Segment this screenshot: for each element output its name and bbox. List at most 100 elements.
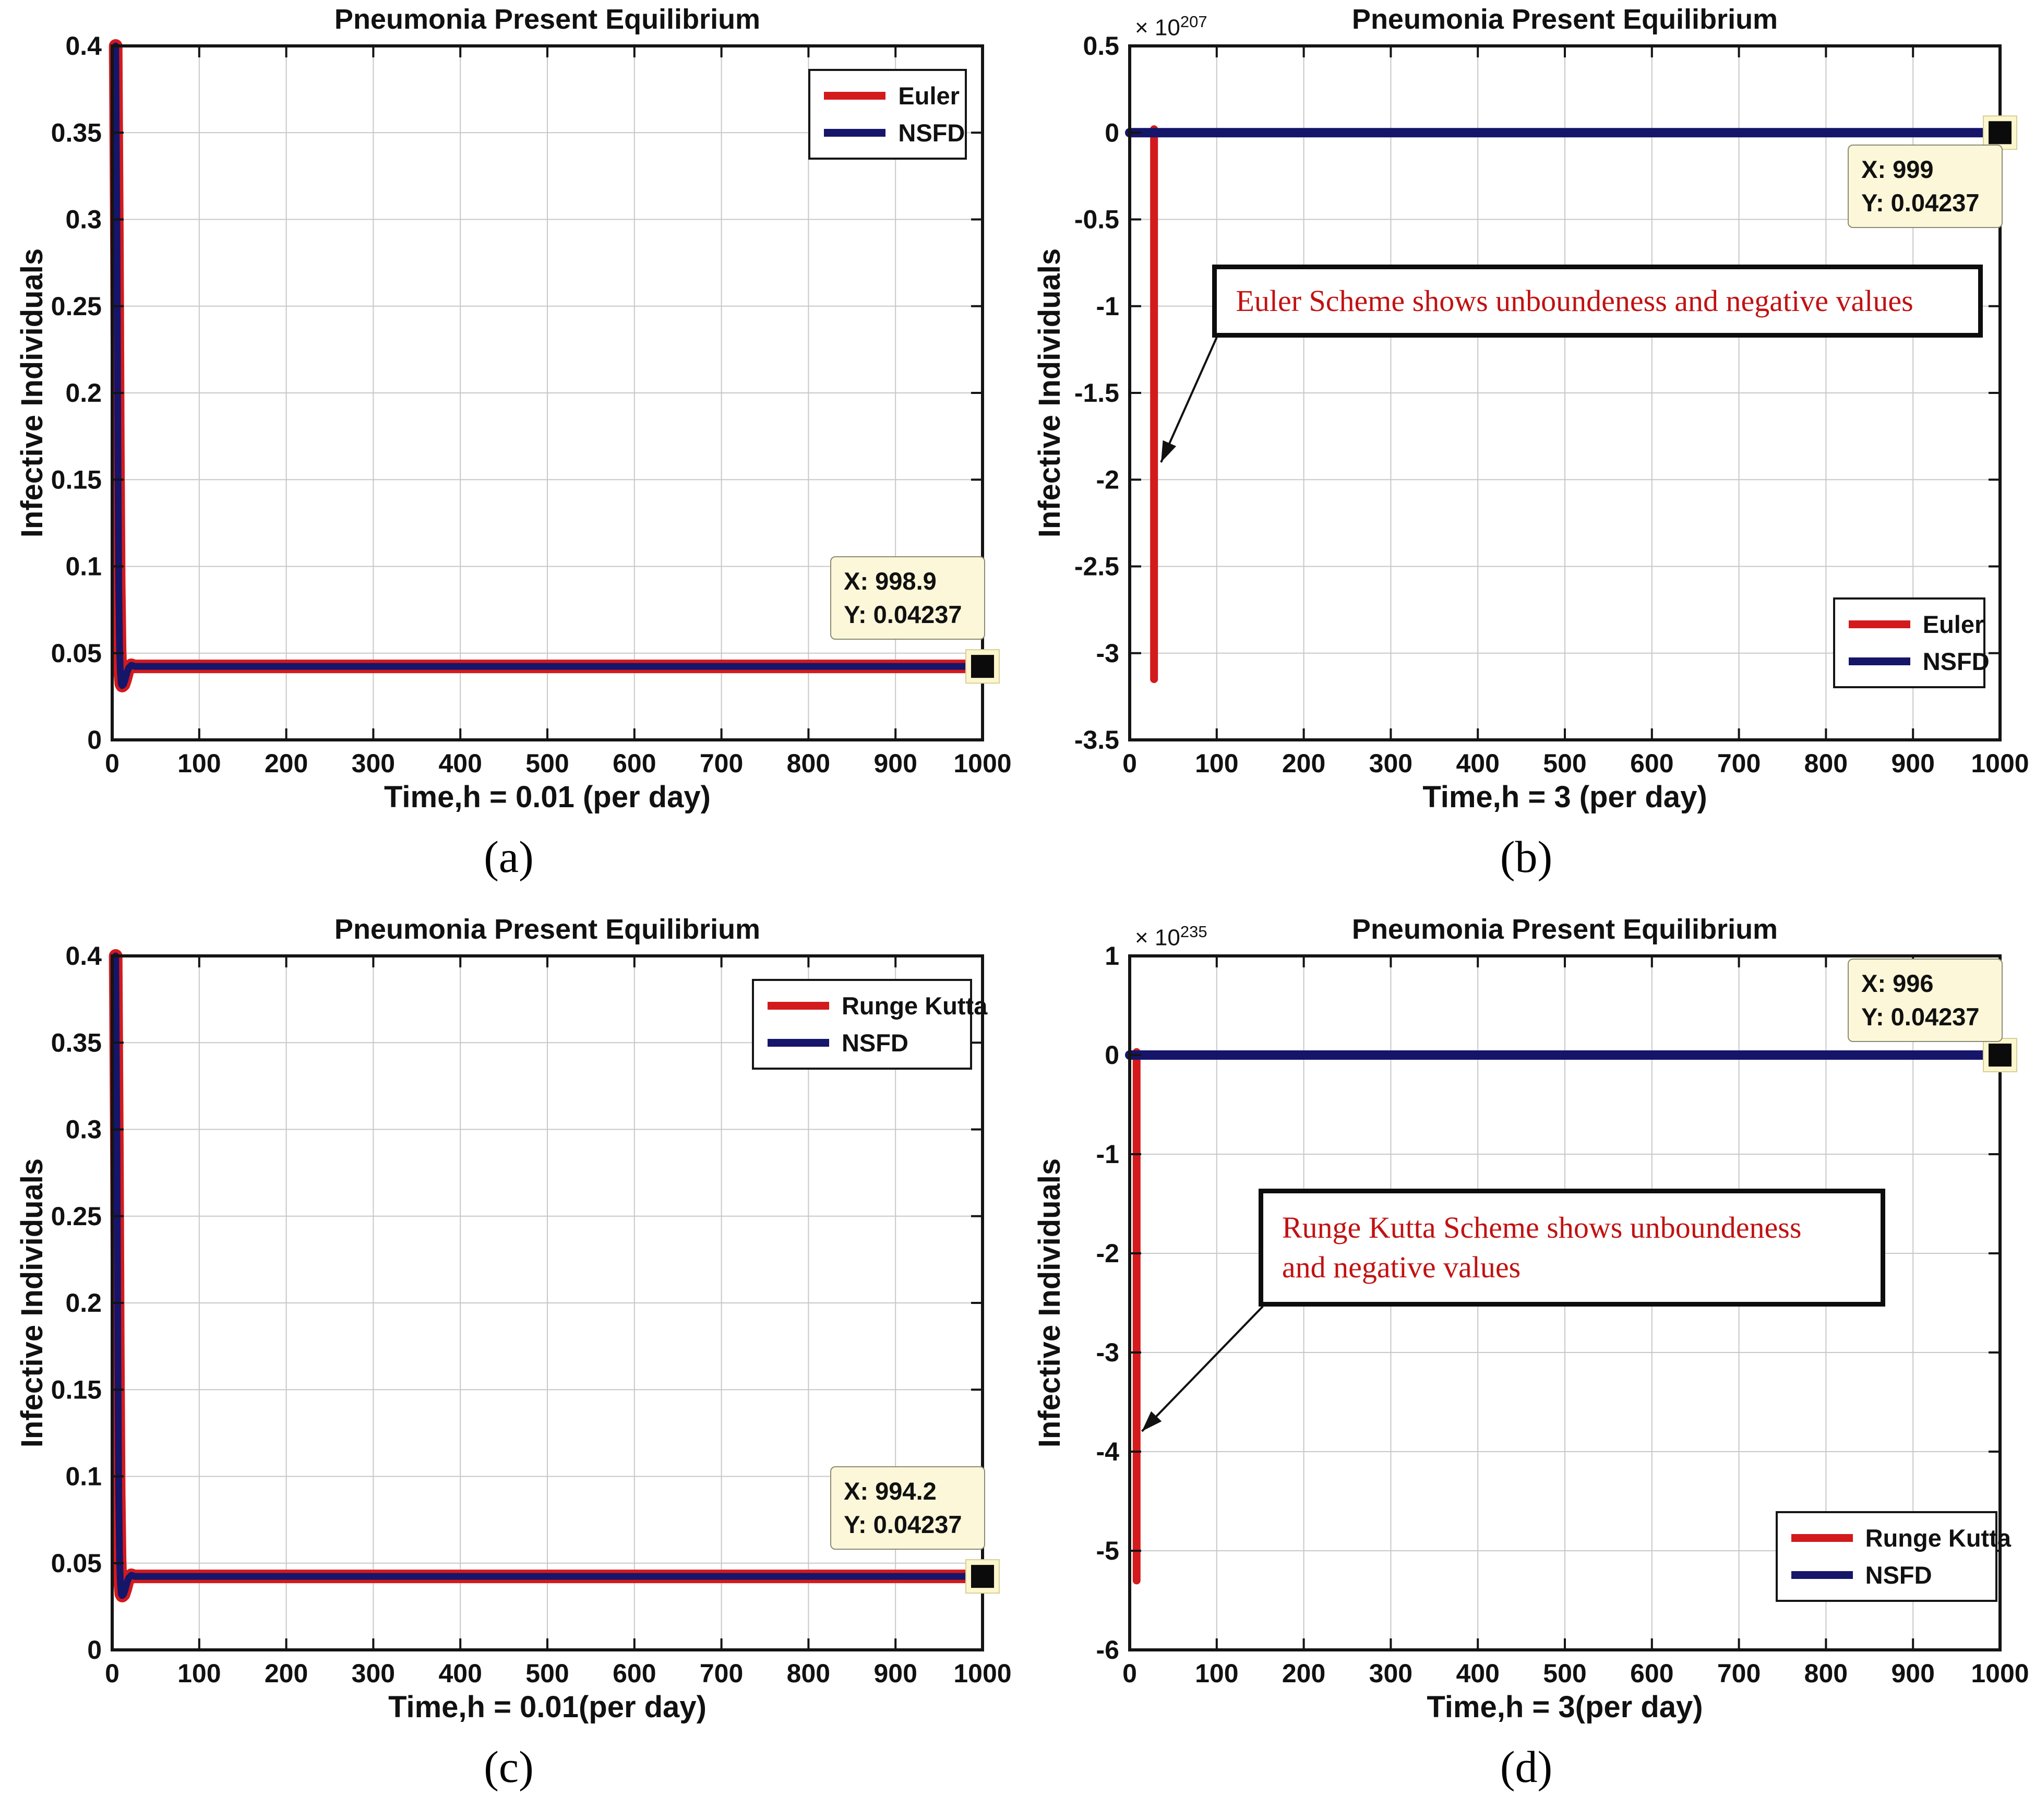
axes-frame bbox=[1128, 954, 2002, 1651]
x-tick-label: 1000 bbox=[1971, 749, 2029, 778]
y-tick-label: 0.5 bbox=[1083, 31, 1119, 61]
tick-marks bbox=[1129, 45, 2001, 741]
y-axis-label: Infective Individuals bbox=[15, 1158, 49, 1448]
y-tick-label: -5 bbox=[1096, 1536, 1119, 1565]
datatip-y-value: Y: 0.04237 bbox=[844, 600, 962, 628]
x-tick-label: 800 bbox=[787, 749, 830, 778]
plot-svg-d: 0 100 200 300 400 500 600 700 800 900 1000 1 0 -1 -2 -3… bbox=[1096, 941, 2029, 1688]
legend-label: Euler bbox=[1922, 610, 1984, 639]
x-tick-label: 800 bbox=[787, 1659, 830, 1688]
x-tick-label: 900 bbox=[873, 1659, 917, 1688]
y-tick-label: -3 bbox=[1096, 1338, 1119, 1367]
tick-labels: 0 100 200 300 400 500 600 700 800 900 1000 0.5 0 -0.5… bbox=[1074, 31, 2029, 778]
legend-swatch-nsfd bbox=[767, 1038, 829, 1047]
datatip-x-value: X: 998.9 bbox=[844, 567, 937, 595]
y-tick-label: 0.25 bbox=[51, 1202, 102, 1231]
y-tick-label: -4 bbox=[1096, 1437, 1120, 1466]
legend: Runge Kutta NSFD bbox=[1775, 1511, 2011, 1602]
end-marker bbox=[1989, 1044, 2012, 1067]
chart-title: Pneumonia Present Equilibrium bbox=[334, 914, 761, 945]
legend-label: Euler bbox=[898, 81, 960, 110]
y-axis-multiplier: × 10207 bbox=[1135, 13, 1207, 41]
axes-frame bbox=[111, 954, 984, 1651]
axes-frame bbox=[1128, 44, 2002, 741]
datatip-x-value: X: 994.2 bbox=[844, 1477, 937, 1505]
y-tick-label: 0.35 bbox=[51, 1028, 102, 1057]
y-tick-label: 0.3 bbox=[65, 1115, 102, 1144]
y-tick-label: 0.2 bbox=[65, 1288, 102, 1318]
annotation-line: Runge Kutta Scheme shows unboundeness bbox=[1282, 1210, 1802, 1244]
y-tick-label: 0.15 bbox=[51, 465, 102, 494]
x-tick-label: 700 bbox=[1717, 1659, 1761, 1688]
x-tick-label: 1000 bbox=[1971, 1659, 2029, 1688]
annotation-box: Euler Scheme shows unboundeness and nega… bbox=[1212, 264, 1983, 338]
x-axis-label: Time,h = 0.01 (per day) bbox=[384, 780, 711, 814]
x-tick-label: 400 bbox=[438, 749, 482, 778]
x-tick-label: 900 bbox=[1891, 749, 1934, 778]
x-tick-label: 200 bbox=[1282, 749, 1325, 778]
x-tick-label: 300 bbox=[352, 749, 395, 778]
legend-label: NSFD bbox=[841, 1028, 908, 1057]
legend-swatch-euler bbox=[824, 91, 886, 100]
annotation-arrow bbox=[1160, 337, 1218, 463]
x-tick-label: 700 bbox=[1717, 749, 1761, 778]
series-nsfd bbox=[112, 42, 986, 689]
y-tick-label: 0.4 bbox=[65, 31, 102, 61]
x-tick-label: 500 bbox=[525, 1659, 569, 1688]
y-tick-label: 0.25 bbox=[51, 292, 102, 321]
y-tick-label: 0.1 bbox=[65, 552, 102, 581]
end-marker bbox=[971, 655, 994, 678]
y-tick-label: 0 bbox=[87, 725, 102, 755]
panel-caption: (c) bbox=[484, 1742, 534, 1792]
y-tick-label: 0.1 bbox=[65, 1462, 102, 1491]
y-tick-label: 0 bbox=[1105, 118, 1119, 147]
y-tick-label: 0.05 bbox=[51, 639, 102, 668]
panel-caption: (b) bbox=[1500, 832, 1553, 882]
datatip-y-value: Y: 0.04237 bbox=[1861, 1003, 1980, 1031]
legend-item: NSFD bbox=[1778, 1556, 1995, 1594]
legend-label: Runge Kutta bbox=[1865, 1524, 2012, 1552]
x-tick-label: 300 bbox=[352, 1659, 395, 1688]
datatip-x-value: X: 996 bbox=[1861, 969, 1934, 998]
multiplier-exponent: 235 bbox=[1180, 923, 1207, 941]
legend: Runge Kutta NSFD bbox=[751, 978, 987, 1070]
x-tick-label: 100 bbox=[1195, 749, 1238, 778]
legend-swatch-euler bbox=[1848, 620, 1910, 629]
x-tick-label: 300 bbox=[1369, 1659, 1412, 1688]
datatip: X: 999 Y: 0.04237 bbox=[1848, 144, 2003, 228]
y-tick-label: 1 bbox=[1105, 941, 1119, 971]
y-tick-label: -1 bbox=[1096, 1140, 1119, 1169]
datatip-x-value: X: 999 bbox=[1861, 155, 1934, 183]
y-tick-label: -2.5 bbox=[1074, 552, 1119, 581]
x-tick-label: 900 bbox=[1891, 1659, 1934, 1688]
chart-title: Pneumonia Present Equilibrium bbox=[1351, 4, 1778, 35]
x-tick-label: 200 bbox=[265, 749, 308, 778]
y-axis-multiplier: × 10235 bbox=[1135, 923, 1207, 951]
end-marker bbox=[1989, 121, 2012, 145]
annotation-line: Euler Scheme shows unboundeness and nega… bbox=[1236, 283, 1913, 318]
x-tick-label: 100 bbox=[1195, 1659, 1238, 1688]
annotation-arrow bbox=[1141, 1306, 1264, 1432]
x-axis-label: Time,h = 0.01(per day) bbox=[388, 1690, 707, 1724]
multiplier-exponent: 207 bbox=[1180, 13, 1207, 31]
legend: Euler NSFD bbox=[1833, 597, 1990, 689]
panel-a: 0 100 200 300 400 500 600 700 800 900 1000 0 0.05 0.1… bbox=[0, 0, 1018, 910]
x-tick-label: 700 bbox=[700, 1659, 743, 1688]
x-tick-label: 900 bbox=[873, 749, 917, 778]
x-tick-label: 600 bbox=[613, 1659, 656, 1688]
plot-svg-c: 0 100 200 300 400 500 600 700 800 900 1000 0 0.05 0.1… bbox=[51, 941, 1012, 1688]
panel-caption: (a) bbox=[484, 832, 534, 882]
x-tick-label: 0 bbox=[105, 749, 119, 778]
x-tick-label: 600 bbox=[613, 749, 656, 778]
x-axis-label: Time,h = 3 (per day) bbox=[1422, 780, 1707, 814]
datatip: X: 998.9 Y: 0.04237 bbox=[830, 556, 985, 640]
x-tick-label: 1000 bbox=[953, 1659, 1011, 1688]
x-tick-label: 200 bbox=[265, 1659, 308, 1688]
legend-swatch-nsfd bbox=[1848, 657, 1910, 666]
y-tick-label: -3 bbox=[1096, 639, 1119, 668]
chart-title: Pneumonia Present Equilibrium bbox=[334, 4, 761, 35]
y-tick-label: 0.2 bbox=[65, 378, 102, 408]
x-tick-label: 800 bbox=[1804, 749, 1848, 778]
x-tick-label: 0 bbox=[1122, 1659, 1137, 1688]
multiplier-base: × 10 bbox=[1135, 925, 1180, 951]
